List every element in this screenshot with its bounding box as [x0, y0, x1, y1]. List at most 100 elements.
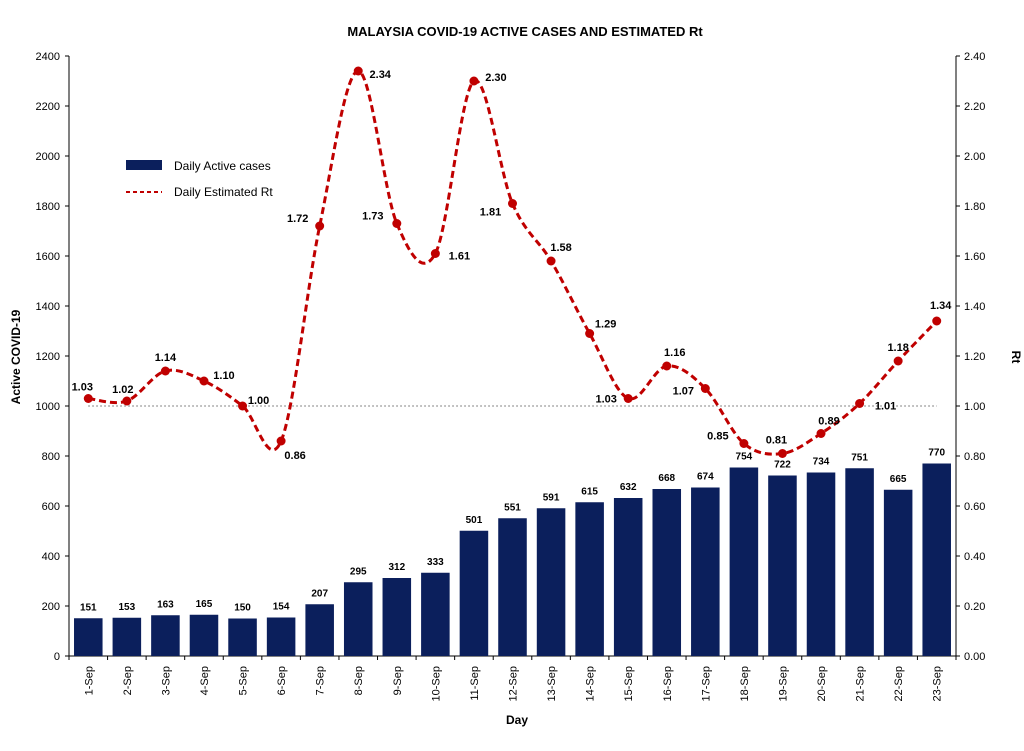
y-right-tick-label: 0.60 [964, 501, 985, 513]
rt-value-label: 1.01 [875, 401, 896, 413]
rt-value-label: 1.58 [550, 242, 571, 254]
chart-title: MALAYSIA COVID-19 ACTIVE CASES AND ESTIM… [347, 24, 703, 39]
rt-point [585, 329, 595, 338]
bar [498, 518, 527, 656]
x-tick-label: 17-Sep [700, 666, 712, 701]
y-left-tick-label: 200 [42, 601, 60, 613]
y-right-tick-label: 1.60 [964, 251, 985, 263]
rt-point [315, 221, 325, 231]
rt-point [469, 76, 479, 86]
bar-value-label: 674 [697, 472, 714, 483]
bar [729, 467, 759, 656]
bar [652, 489, 682, 656]
rt-value-label: 1.14 [155, 352, 177, 364]
y-left-tick-label: 400 [42, 551, 60, 563]
bar [613, 498, 643, 656]
bar-value-label: 501 [466, 515, 483, 526]
y-right-tick-label: 2.40 [964, 51, 985, 63]
rt-point [83, 394, 93, 403]
y-left-tick-label: 2200 [36, 101, 60, 113]
legend-label-line: Daily Estimated Rt [174, 185, 273, 199]
bar-value-label: 163 [157, 599, 174, 610]
x-tick-label: 7-Sep [315, 666, 327, 695]
rt-value-label: 1.03 [72, 382, 93, 394]
y-left-tick-label: 1800 [36, 201, 60, 213]
rt-point [662, 361, 672, 371]
bar [189, 614, 219, 656]
y-right-tick-label: 2.20 [964, 101, 985, 113]
rt-value-label: 1.02 [112, 384, 133, 396]
rt-value-label: 1.61 [449, 251, 470, 263]
bar-value-label: 153 [119, 602, 136, 613]
y-right-tick-label: 0.80 [964, 451, 985, 463]
rt-value-label: 1.18 [887, 342, 908, 354]
y-right-tick-label: 1.40 [964, 301, 985, 313]
rt-point [238, 401, 248, 411]
y-axis-right-title: Rt [1009, 351, 1023, 364]
rt-point [199, 376, 209, 386]
bar-value-label: 754 [736, 452, 753, 463]
x-tick-label: 18-Sep [739, 666, 751, 701]
y-right-tick-label: 1.00 [964, 401, 985, 413]
bar [575, 502, 604, 656]
x-tick-label: 14-Sep [585, 666, 597, 701]
rt-point [508, 199, 517, 208]
rt-point [777, 449, 787, 458]
x-tick-label: 12-Sep [508, 666, 520, 701]
bar [343, 582, 373, 656]
bar [845, 468, 874, 656]
rt-point [430, 249, 440, 258]
rt-point [276, 436, 286, 446]
y-axis-left-title: Active COVID-19 [9, 309, 23, 404]
rt-point [122, 396, 132, 406]
x-tick-label: 23-Sep [932, 666, 944, 701]
rt-value-label: 1.72 [287, 213, 308, 225]
y-right-tick-label: 0.00 [964, 651, 985, 663]
x-tick-label: 8-Sep [353, 666, 365, 695]
bar-value-label: 751 [851, 452, 868, 463]
bar-value-label: 165 [196, 599, 213, 610]
rt-value-label: 1.81 [480, 207, 501, 219]
rt-point [893, 356, 903, 366]
bar [459, 530, 489, 656]
legend: Daily Active cases Daily Estimated Rt [126, 159, 273, 199]
bar-value-label: 312 [388, 562, 405, 573]
x-tick-label: 10-Sep [430, 666, 442, 701]
bar-value-label: 665 [890, 474, 907, 485]
rt-point [160, 366, 170, 376]
y-left-tick-label: 600 [42, 501, 60, 513]
rt-value-label: 1.29 [595, 319, 616, 331]
legend-label-bars: Daily Active cases [174, 159, 271, 173]
x-tick-label: 1-Sep [83, 666, 95, 695]
rt-value-label: 0.85 [707, 431, 728, 443]
x-tick-label: 11-Sep [469, 666, 481, 701]
x-tick-label: 21-Sep [855, 666, 867, 701]
rt-point [353, 66, 363, 76]
bar [691, 487, 720, 656]
bar-value-label: 551 [504, 502, 521, 513]
bar-value-label: 668 [658, 473, 675, 484]
bar-value-label: 734 [813, 457, 830, 468]
y-left-tick-label: 2400 [36, 51, 60, 63]
rt-point [932, 316, 942, 326]
x-tick-label: 16-Sep [662, 666, 674, 701]
rt-value-label: 1.34 [930, 300, 952, 312]
bar-value-label: 770 [928, 448, 945, 459]
bar [806, 472, 836, 656]
x-tick-label: 5-Sep [238, 666, 250, 695]
bar [768, 475, 797, 656]
y-right-tick-label: 0.40 [964, 551, 985, 563]
y-right-tick-label: 2.00 [964, 151, 985, 163]
rt-point [392, 219, 402, 228]
x-tick-label: 15-Sep [623, 666, 635, 701]
rt-point [546, 256, 556, 266]
rt-value-label: 0.89 [818, 416, 839, 428]
bar [922, 463, 951, 656]
rt-value-label: 0.86 [284, 450, 305, 462]
rt-point [739, 439, 749, 448]
bar [382, 578, 412, 656]
y-left-tick-label: 0 [54, 651, 60, 663]
bar [536, 508, 566, 656]
